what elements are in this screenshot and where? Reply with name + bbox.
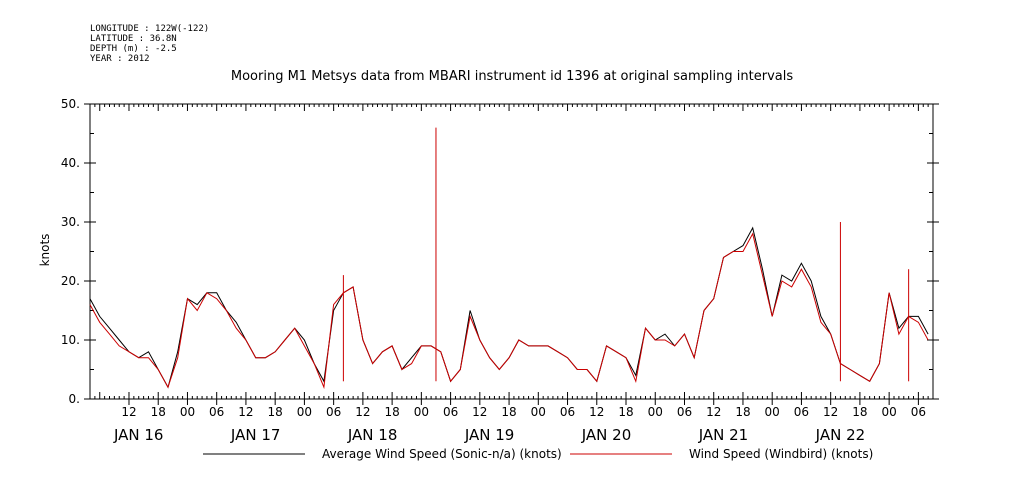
x-day-label: JAN 18 [347,426,398,444]
x-tick-label: 00 [531,405,546,419]
x-day-label: JAN 17 [230,426,281,444]
x-tick-label: 18 [268,405,283,419]
x-tick-label: 12 [706,405,721,419]
x-tick-label: 12 [823,405,838,419]
meta-depth: DEPTH (m) : -2.5 [90,44,177,54]
y-tick-label: 0. [69,392,80,406]
x-tick-label: 00 [882,405,897,419]
y-tick-label: 40. [61,156,80,170]
x-day-label: JAN 22 [815,426,866,444]
x-tick-label: 18 [501,405,516,419]
x-tick-label: 06 [443,405,458,419]
x-day-label: JAN 16 [113,426,164,444]
meta-year: YEAR : 2012 [90,54,150,64]
x-tick-label: 12 [238,405,253,419]
meta-latitude: LATITUDE : 36.8N [90,34,177,44]
x-tick-label: 18 [384,405,399,419]
x-tick-label: 18 [151,405,166,419]
series-group [89,127,929,390]
y-tick-label: 30. [61,215,80,229]
meta-longitude: LONGITUDE : 122W(-122) [90,24,209,34]
x-tick-label: 00 [414,405,429,419]
x-day-label: JAN 20 [581,426,632,444]
x-day-label: JAN 19 [464,426,515,444]
x-tick-label: 00 [297,405,312,419]
x-tick-label: 18 [618,405,633,419]
series-line-average-wind [89,226,929,389]
legend-label-average: Average Wind Speed (Sonic-n/a) (knots) [322,447,562,461]
x-axis: 12 18 00 06 12 18 00 06 12 18 00 06 12 18 00 06 12 18 00 06… [89,104,934,444]
legend-label-windbird: Wind Speed (Windbird) (knots) [689,447,873,461]
x-tick-label: 12 [355,405,370,419]
x-tick-label: 00 [648,405,663,419]
x-day-label: JAN 21 [698,426,749,444]
y-tick-label: 50. [61,97,80,111]
plot-frame [89,103,934,400]
legend: Average Wind Speed (Sonic-n/a) (knots) W… [203,447,873,461]
y-tick-label: 10. [61,333,80,347]
y-tick-label: 20. [61,274,80,288]
x-tick-label: 12 [472,405,487,419]
x-tick-label: 12 [589,405,604,419]
x-tick-label: 06 [326,405,341,419]
x-tick-label: 12 [121,405,136,419]
y-axis: 0. 10. 20. 30. 40. 50. [61,97,939,406]
chart-title: Mooring M1 Metsys data from MBARI instru… [231,69,793,84]
x-tick-label: 00 [765,405,780,419]
x-tick-label: 06 [911,405,926,419]
metadata-block: LONGITUDE : 122W(-122) LATITUDE : 36.8N … [90,24,209,64]
x-tick-label: 06 [794,405,809,419]
x-tick-label: 06 [209,405,224,419]
series-line-windbird [89,232,929,390]
x-tick-label: 06 [677,405,692,419]
x-tick-label: 06 [560,405,575,419]
x-tick-label: 00 [180,405,195,419]
y-axis-label: knots [38,234,52,267]
x-tick-label: 18 [852,405,867,419]
x-tick-label: 18 [735,405,750,419]
